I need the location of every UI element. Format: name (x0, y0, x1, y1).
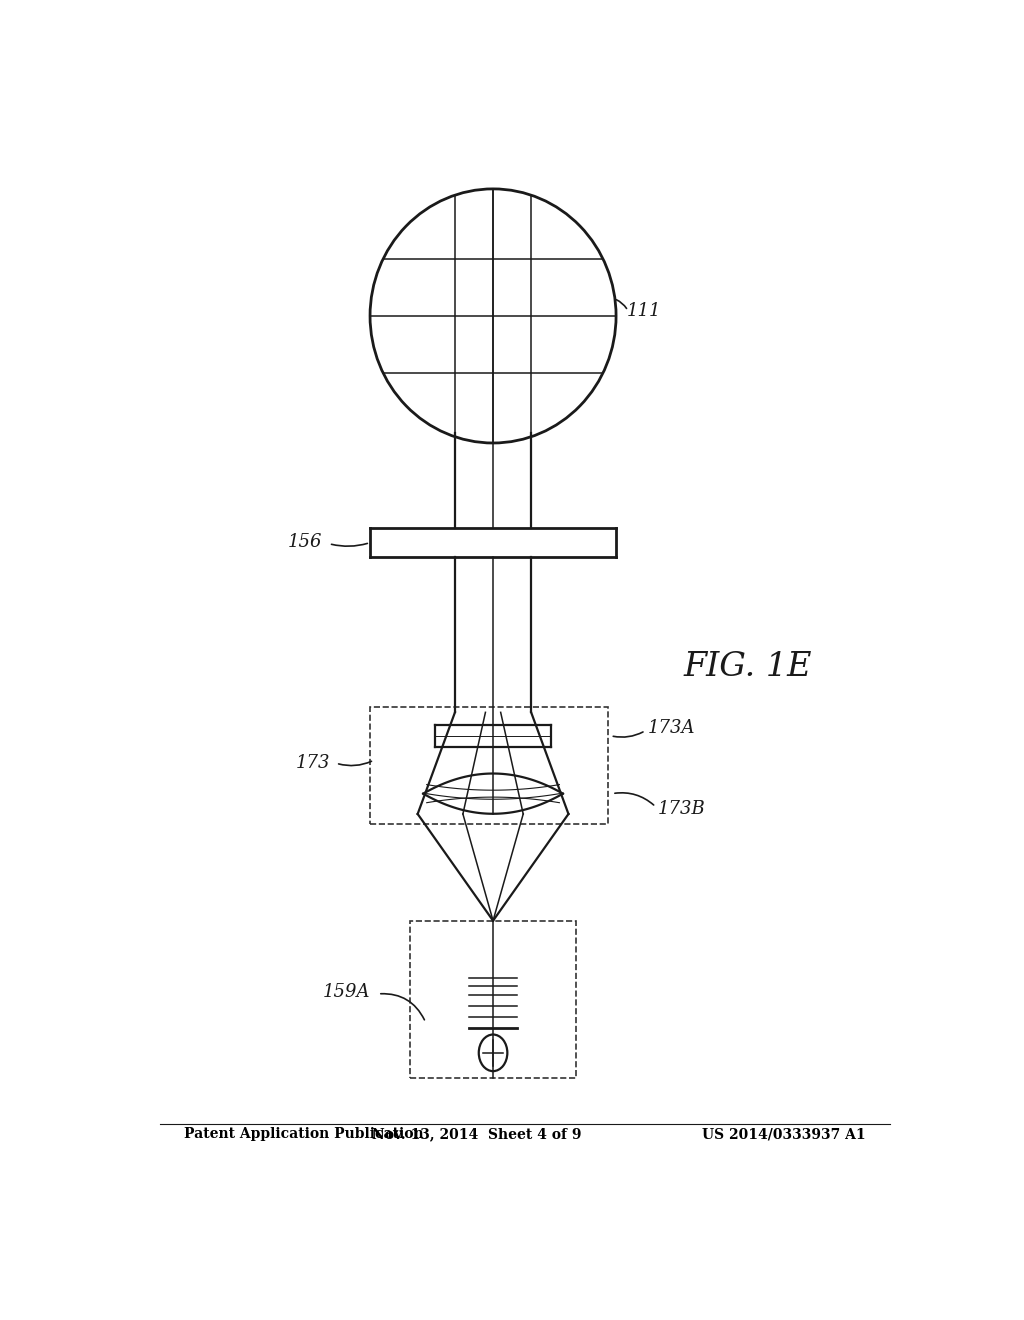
Text: FIG. 1E: FIG. 1E (684, 651, 812, 682)
Text: Nov. 13, 2014  Sheet 4 of 9: Nov. 13, 2014 Sheet 4 of 9 (373, 1127, 582, 1142)
Text: 173A: 173A (648, 718, 695, 737)
Text: 173B: 173B (658, 800, 706, 818)
Text: Patent Application Publication: Patent Application Publication (183, 1127, 423, 1142)
Text: 173: 173 (296, 754, 331, 772)
Text: US 2014/0333937 A1: US 2014/0333937 A1 (702, 1127, 866, 1142)
Text: 159A: 159A (323, 983, 370, 1001)
Text: 156: 156 (288, 533, 323, 550)
Text: 111: 111 (627, 302, 660, 319)
